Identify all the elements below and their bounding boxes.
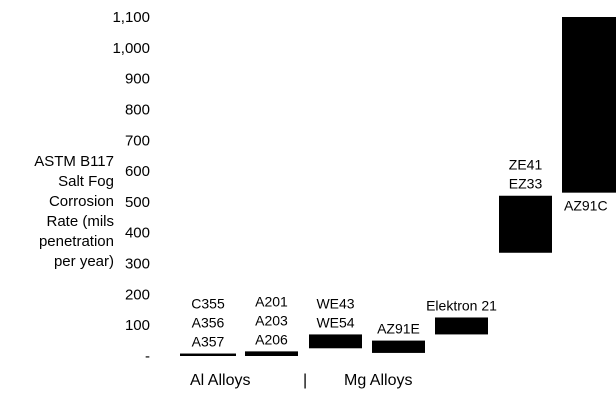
- y-tick-label: 1,000: [112, 40, 150, 57]
- bar-label: EZ33: [509, 176, 543, 192]
- bar-label: A356: [192, 315, 225, 331]
- group-separator: |: [303, 372, 308, 389]
- y-tick-label: 900: [125, 71, 150, 88]
- bar: [245, 351, 298, 356]
- bar: [180, 353, 236, 356]
- bar: [435, 317, 488, 335]
- y-tick-label: 600: [125, 163, 150, 180]
- y-axis-title-line: per year): [53, 253, 114, 270]
- bar-label: WE54: [316, 314, 354, 330]
- bar-label: Elektron 21: [426, 297, 497, 313]
- bar-label: A201: [255, 293, 288, 309]
- group-label-mg-alloys: Mg Alloys: [344, 372, 413, 389]
- bar-label: A206: [255, 331, 288, 347]
- bar: [309, 334, 362, 349]
- bars-group: [180, 17, 616, 356]
- bar-label: A357: [192, 334, 225, 350]
- y-axis-title-line: Rate (mils: [46, 213, 114, 230]
- bar-label: AZ91E: [377, 321, 420, 337]
- bar-label: AZ91C: [564, 198, 608, 214]
- y-tick-label: 700: [125, 132, 150, 149]
- bar: [562, 17, 616, 193]
- group-label-al-alloys: Al Alloys: [190, 372, 251, 389]
- y-tick-label: 800: [125, 101, 150, 118]
- y-tick-label: 300: [125, 256, 150, 273]
- bar-label: WE43: [316, 295, 354, 311]
- y-axis-ticks: - 100 200 300 400 500 600 700 800 900 1,000 1,100: [112, 9, 150, 365]
- y-tick-label: 500: [125, 194, 150, 211]
- bar: [372, 340, 425, 353]
- bar-label: C355: [191, 296, 225, 312]
- y-axis-title-line: ASTM B117: [34, 153, 114, 170]
- bar: [499, 195, 552, 253]
- bar-labels-group: C355 A356 A357 A201 A203 A206 WE43 WE54 AZ91E Ele…: [191, 157, 607, 350]
- bar-label: A203: [255, 312, 288, 328]
- bar-label: ZE41: [509, 157, 543, 173]
- y-tick-label: 400: [125, 225, 150, 242]
- y-tick-label: 1,100: [112, 9, 150, 26]
- y-axis-title: ASTM B117 Salt Fog Corrosion Rate (mils …: [2, 152, 114, 272]
- y-axis-title-line: Corrosion: [48, 193, 114, 210]
- y-axis-title-line: Salt Fog: [58, 173, 114, 190]
- y-tick-label: 100: [125, 317, 150, 334]
- y-tick-label: -: [145, 348, 150, 365]
- y-tick-label: 200: [125, 286, 150, 303]
- y-axis-title-line: penetration: [38, 233, 114, 250]
